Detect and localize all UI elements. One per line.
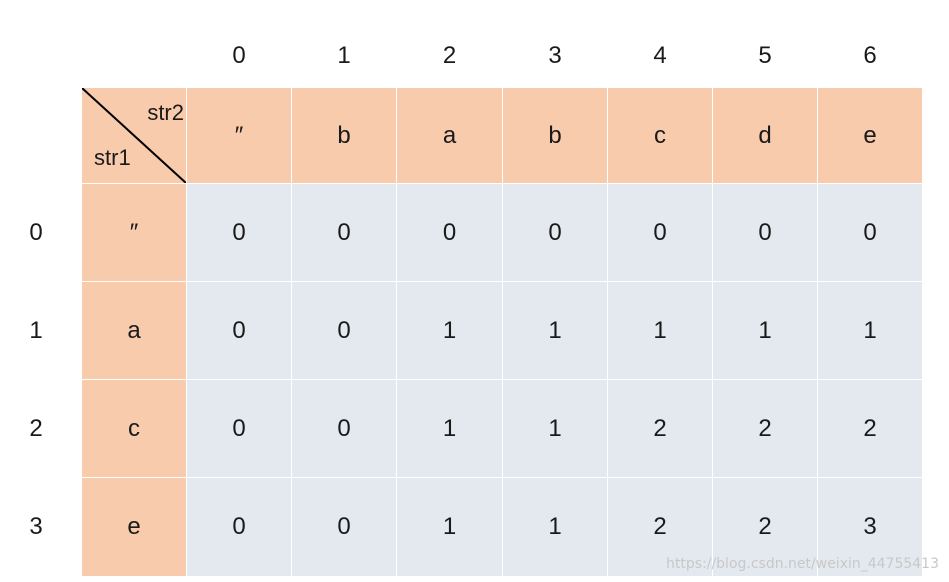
str2-char-cell: a	[397, 88, 502, 183]
matrix-cell: 0	[292, 282, 396, 379]
str1-char-cell: c	[82, 380, 186, 477]
matrix-cell: 2	[608, 478, 712, 576]
matrix-cell: 1	[818, 282, 922, 379]
matrix-cell: 0	[818, 184, 922, 281]
matrix-cell: 1	[503, 478, 607, 576]
str2-char-cell: ″	[187, 88, 291, 183]
matrix-cell: 0	[292, 380, 396, 477]
column-index: 0	[232, 42, 246, 69]
matrix-cell: 1	[503, 282, 607, 379]
matrix-cell: 2	[608, 380, 712, 477]
matrix-cell: 0	[187, 282, 291, 379]
matrix-cell: 0	[187, 184, 291, 281]
corner-diagonal-line	[82, 88, 186, 183]
str1-char-cell: e	[82, 478, 186, 576]
matrix-cell: 3	[818, 478, 922, 576]
str1-char-cell: a	[82, 282, 186, 379]
str1-char-cell: ″	[82, 184, 186, 281]
matrix-cell: 0	[292, 184, 396, 281]
row-index: 2	[29, 415, 43, 442]
corner-str2-label: str2	[147, 100, 184, 125]
matrix-cell: 2	[713, 478, 817, 576]
str2-char-cell: b	[503, 88, 607, 183]
corner-str1-label: str1	[94, 145, 131, 170]
matrix-cell: 0	[187, 380, 291, 477]
table-corner: str2 str1	[82, 88, 186, 183]
matrix-cell: 1	[397, 282, 502, 379]
matrix-cell: 0	[503, 184, 607, 281]
matrix-cell: 0	[713, 184, 817, 281]
str2-char-cell: b	[292, 88, 396, 183]
watermark: https://blog.csdn.net/weixin_44755413	[665, 556, 939, 572]
column-index: 3	[548, 42, 562, 69]
matrix-cell: 1	[503, 380, 607, 477]
row-index: 3	[29, 513, 43, 540]
column-index: 5	[758, 42, 772, 69]
matrix-cell: 0	[608, 184, 712, 281]
matrix-cell: 2	[713, 380, 817, 477]
row-index: 0	[29, 219, 43, 246]
row-index: 1	[29, 317, 43, 344]
str2-char-cell: d	[713, 88, 817, 183]
matrix-cell: 0	[292, 478, 396, 576]
column-index: 6	[863, 42, 877, 69]
matrix-cell: 1	[608, 282, 712, 379]
matrix-cell: 0	[397, 184, 502, 281]
matrix-cell: 1	[397, 380, 502, 477]
str2-char-cell: c	[608, 88, 712, 183]
column-index: 1	[337, 42, 351, 69]
column-index: 4	[653, 42, 667, 69]
matrix-cell: 1	[713, 282, 817, 379]
str2-char-cell: e	[818, 88, 922, 183]
matrix-cell: 1	[397, 478, 502, 576]
matrix-cell: 2	[818, 380, 922, 477]
column-index: 2	[442, 42, 457, 69]
matrix-cell: 0	[187, 478, 291, 576]
